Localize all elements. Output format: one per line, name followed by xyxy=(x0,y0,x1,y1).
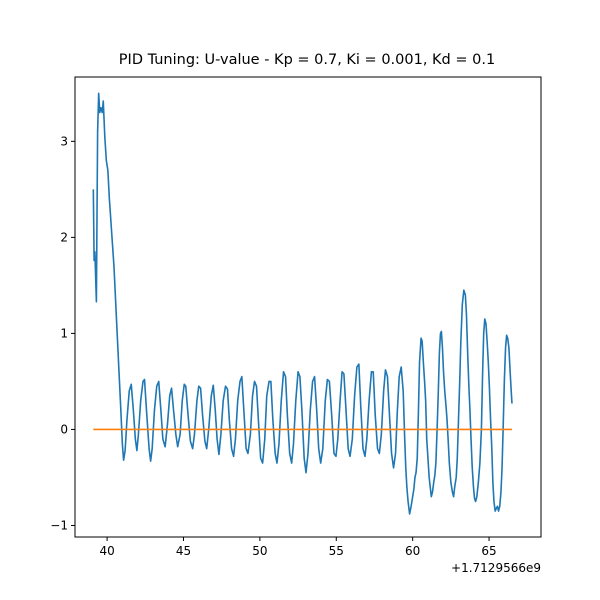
y-tick-label: 0 xyxy=(60,422,68,436)
series-layer xyxy=(92,92,513,515)
y-tick-label: 2 xyxy=(60,230,68,244)
x-axis-ticks: 40 45 50 55 60 65 xyxy=(99,537,497,558)
y-tick-label: −1 xyxy=(50,518,68,532)
x-tick-label: 65 xyxy=(481,544,496,558)
x-tick-label: 45 xyxy=(176,544,191,558)
chart-title: PID Tuning: U-value - Kp = 0.7, Ki = 0.0… xyxy=(119,52,495,68)
x-tick-label: 60 xyxy=(405,544,420,558)
u-value-series-line xyxy=(92,92,513,515)
x-tick-label: 40 xyxy=(99,544,114,558)
y-axis-ticks: −1 0 1 2 3 xyxy=(50,134,75,532)
x-axis-offset-label: +1.7129566e9 xyxy=(451,561,541,575)
y-tick-label: 1 xyxy=(60,326,68,340)
plot-frame xyxy=(74,76,542,538)
x-tick-label: 55 xyxy=(329,544,344,558)
x-tick-label: 50 xyxy=(252,544,267,558)
y-tick-label: 3 xyxy=(60,134,68,148)
